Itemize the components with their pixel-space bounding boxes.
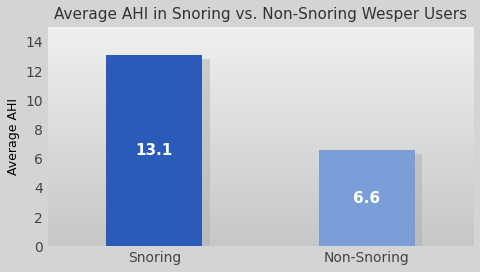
Text: 13.1: 13.1 bbox=[136, 143, 173, 158]
Text: 6.6: 6.6 bbox=[353, 190, 380, 206]
Title: Average AHI in Snoring vs. Non-Snoring Wesper Users: Average AHI in Snoring vs. Non-Snoring W… bbox=[54, 7, 467, 22]
FancyBboxPatch shape bbox=[326, 154, 422, 251]
FancyBboxPatch shape bbox=[114, 59, 209, 251]
Bar bbox=[319, 150, 415, 246]
Bar bbox=[107, 55, 202, 246]
Y-axis label: Average AHI: Average AHI bbox=[7, 98, 20, 175]
